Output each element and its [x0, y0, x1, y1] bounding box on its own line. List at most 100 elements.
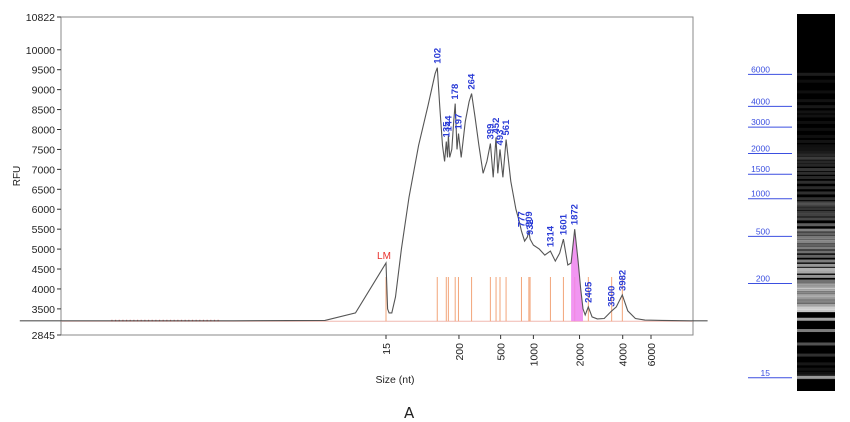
ladder-label: 2000	[751, 143, 770, 153]
gel-band	[797, 197, 835, 201]
gel-marker-band	[797, 375, 835, 379]
y-tick-label: 9000	[32, 85, 56, 97]
y-tick-label: 10000	[26, 45, 55, 57]
gel-band	[797, 263, 835, 267]
x-tick-label: 2000	[575, 343, 587, 367]
gel-band	[797, 290, 835, 294]
gel-band	[797, 287, 835, 291]
ladder-label: 6000	[751, 64, 770, 74]
x-axis-label: Size (nt)	[375, 374, 414, 386]
gel-band	[797, 134, 835, 138]
gel-band	[797, 254, 835, 258]
gel-band	[797, 217, 835, 221]
gel-band	[797, 114, 835, 118]
peak-size-label: 932	[525, 219, 536, 235]
selected-peak-region	[571, 229, 583, 322]
gel-band	[797, 176, 835, 180]
peak-size-label: 2405	[583, 281, 594, 303]
gel-band	[797, 235, 835, 239]
gel-band	[797, 168, 835, 172]
gel-band	[797, 259, 835, 263]
y-axis-label: RFU	[12, 166, 23, 187]
y-tick-label: 4000	[32, 284, 56, 296]
y-tick-label: 2845	[32, 330, 56, 342]
gel-band	[797, 150, 835, 154]
gel-band	[797, 238, 835, 242]
peak-size-label: 3500	[607, 286, 618, 307]
y-tick-label: 6500	[32, 184, 56, 196]
gel-band	[797, 147, 835, 151]
gel-band	[797, 342, 835, 346]
gel-band	[797, 186, 835, 190]
ladder-label: 15	[761, 368, 771, 378]
peak-size-label: 1872	[570, 204, 581, 225]
ladder-label: 500	[756, 226, 770, 236]
gel-band	[797, 353, 835, 357]
peak-size-label: 1314	[545, 225, 556, 247]
y-tick-label: 10822	[26, 12, 55, 24]
x-tick-label: 4000	[618, 343, 630, 367]
y-tick-label: 8000	[32, 124, 56, 136]
gel-band	[797, 367, 835, 371]
gel-band	[797, 171, 835, 175]
gel-band	[797, 144, 835, 148]
plot-frame	[60, 16, 694, 336]
gel-band	[797, 240, 835, 244]
peak-size-label: 777	[516, 211, 527, 227]
figure-caption: A	[404, 404, 415, 422]
rfu-trace-line	[19, 67, 708, 322]
peak-size-label: 135	[441, 121, 452, 138]
gel-band	[797, 223, 835, 227]
gel-band	[797, 371, 835, 375]
gel-band	[797, 300, 835, 304]
peak-size-label: 144	[443, 115, 454, 132]
gel-band	[797, 163, 835, 167]
gel-band	[797, 306, 835, 310]
gel-band	[797, 105, 835, 109]
y-tick-label: 3500	[32, 304, 56, 316]
x-tick-label: 15	[381, 343, 393, 355]
gel-band	[797, 286, 835, 290]
gel-band	[797, 72, 835, 76]
gel-band	[797, 303, 835, 307]
gel-band	[797, 284, 835, 288]
gel-band	[797, 153, 835, 157]
gel-band	[797, 292, 835, 296]
lower-marker-label: LM	[377, 251, 391, 262]
gel-band	[797, 90, 835, 94]
gel-band	[797, 210, 835, 214]
x-tick-label: 200	[454, 343, 466, 361]
gel-band	[797, 79, 835, 83]
ladder-label: 1500	[751, 164, 770, 174]
peak-size-label: 1601	[558, 213, 569, 235]
y-tick-label: 9500	[32, 65, 56, 77]
peak-size-label: 909	[524, 211, 535, 227]
y-tick-label: 7500	[32, 144, 56, 156]
gel-band	[797, 267, 835, 271]
x-tick-label: 1000	[528, 343, 540, 367]
peak-size-label: 452	[491, 118, 502, 134]
gel-band	[797, 204, 835, 208]
ladder-label: 3000	[751, 117, 770, 127]
gel-band	[797, 232, 835, 236]
gel-lane	[797, 14, 835, 391]
gel-band	[797, 317, 835, 321]
y-tick-label: 5000	[32, 244, 56, 256]
peak-size-label: 399	[485, 124, 496, 140]
gel-band	[797, 270, 835, 274]
x-tick-label: 6000	[646, 343, 658, 367]
gel-band	[797, 228, 835, 232]
ladder-label: 1000	[751, 189, 770, 199]
gel-band	[797, 160, 835, 164]
gel-band	[797, 180, 835, 184]
gel-band	[797, 99, 835, 103]
peak-size-label: 102	[432, 48, 443, 64]
y-tick-label: 6000	[32, 204, 56, 216]
y-tick-label: 7000	[32, 164, 56, 176]
gel-band	[797, 110, 835, 114]
gel-band	[797, 246, 835, 250]
gel-band	[797, 329, 835, 333]
gel-band	[797, 282, 835, 286]
gel-band	[797, 72, 835, 76]
